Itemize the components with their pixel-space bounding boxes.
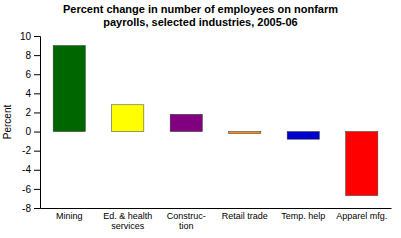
y-tick-mark — [34, 189, 40, 190]
chart-container: Percent change in number of employees on… — [0, 0, 401, 238]
x-tick: Apparel mfg. — [336, 208, 387, 221]
bar — [346, 132, 378, 196]
y-tick: -4 — [22, 164, 40, 175]
bar — [112, 105, 144, 132]
x-tick: Temp. help — [281, 208, 325, 221]
x-tick-label-line: Temp. help — [281, 211, 325, 221]
y-tick-mark — [34, 55, 40, 56]
x-tick: Construc-tion — [167, 208, 206, 231]
y-tick-label: 6 — [25, 69, 31, 80]
y-tick: -8 — [22, 203, 40, 214]
x-tick: Mining — [56, 208, 83, 221]
title-line: payrolls, selected industries, 2005-06 — [103, 16, 297, 28]
y-axis: -8 -6 -4 -2 0 2 4 6 8 10 — [20, 31, 41, 214]
bar — [229, 132, 261, 134]
y-tick-mark — [34, 93, 40, 94]
y-tick-mark — [34, 151, 40, 152]
y-tick: 4 — [25, 88, 40, 99]
y-tick: 10 — [20, 31, 40, 42]
y-tick: 0 — [25, 126, 40, 137]
x-tick-label: Apparel mfg. — [336, 211, 387, 221]
y-axis-line — [34, 37, 41, 209]
x-tick-label: Construc-tion — [167, 211, 206, 231]
chart-svg: Percent change in number of employees on… — [0, 0, 401, 238]
x-tick-label-line: tion — [179, 221, 194, 231]
y-tick-mark — [34, 112, 40, 113]
x-tick-label: Mining — [56, 211, 83, 221]
plot-area: -8 -6 -4 -2 0 2 4 6 8 10 Mining Ed. & healthservice… — [20, 31, 392, 232]
y-tick-mark — [34, 36, 40, 37]
y-tick: -2 — [22, 145, 40, 156]
x-tick-label-line: services — [111, 221, 145, 231]
y-tick: 8 — [25, 50, 40, 61]
x-tick-label: Ed. & healthservices — [103, 211, 152, 231]
x-axis: Mining Ed. & healthservices Construc-tion R… — [41, 208, 392, 231]
y-tick: -6 — [22, 184, 40, 195]
chart-title: Percent change in number of employees on… — [63, 3, 338, 28]
y-tick-label: -4 — [22, 164, 31, 175]
y-tick-mark — [34, 132, 40, 133]
y-tick-mark — [34, 74, 40, 75]
x-tick-label-line: Ed. & health — [103, 211, 152, 221]
y-tick-label: 8 — [25, 50, 31, 61]
x-axis-line — [41, 208, 392, 209]
bar — [287, 132, 319, 140]
y-tick-label: -2 — [22, 145, 31, 156]
y-tick-label: -6 — [22, 184, 31, 195]
x-tick-label-line: Construc- — [167, 211, 206, 221]
x-tick-label-line: Mining — [56, 211, 83, 221]
bar — [170, 114, 202, 131]
y-tick: 2 — [25, 107, 40, 118]
y-tick-label: 10 — [20, 31, 32, 42]
y-tick-mark — [34, 208, 40, 209]
y-tick-label: 0 — [25, 126, 31, 137]
y-tick-label: 2 — [25, 107, 31, 118]
x-tick: Retail trade — [222, 208, 268, 221]
bar — [53, 46, 85, 132]
y-tick-label: -8 — [22, 203, 31, 214]
y-axis-title: Percent — [2, 105, 13, 140]
bars — [53, 46, 378, 196]
x-tick-label: Retail trade — [222, 211, 268, 221]
x-tick: Ed. & healthservices — [103, 208, 152, 231]
y-tick-label: 4 — [25, 88, 31, 99]
title-line: Percent change in number of employees on… — [63, 3, 338, 15]
y-tick: 6 — [25, 69, 40, 80]
y-tick-mark — [34, 170, 40, 171]
x-tick-label-line: Apparel mfg. — [336, 211, 387, 221]
x-tick-label-line: Retail trade — [222, 211, 268, 221]
x-tick-label: Temp. help — [281, 211, 325, 221]
